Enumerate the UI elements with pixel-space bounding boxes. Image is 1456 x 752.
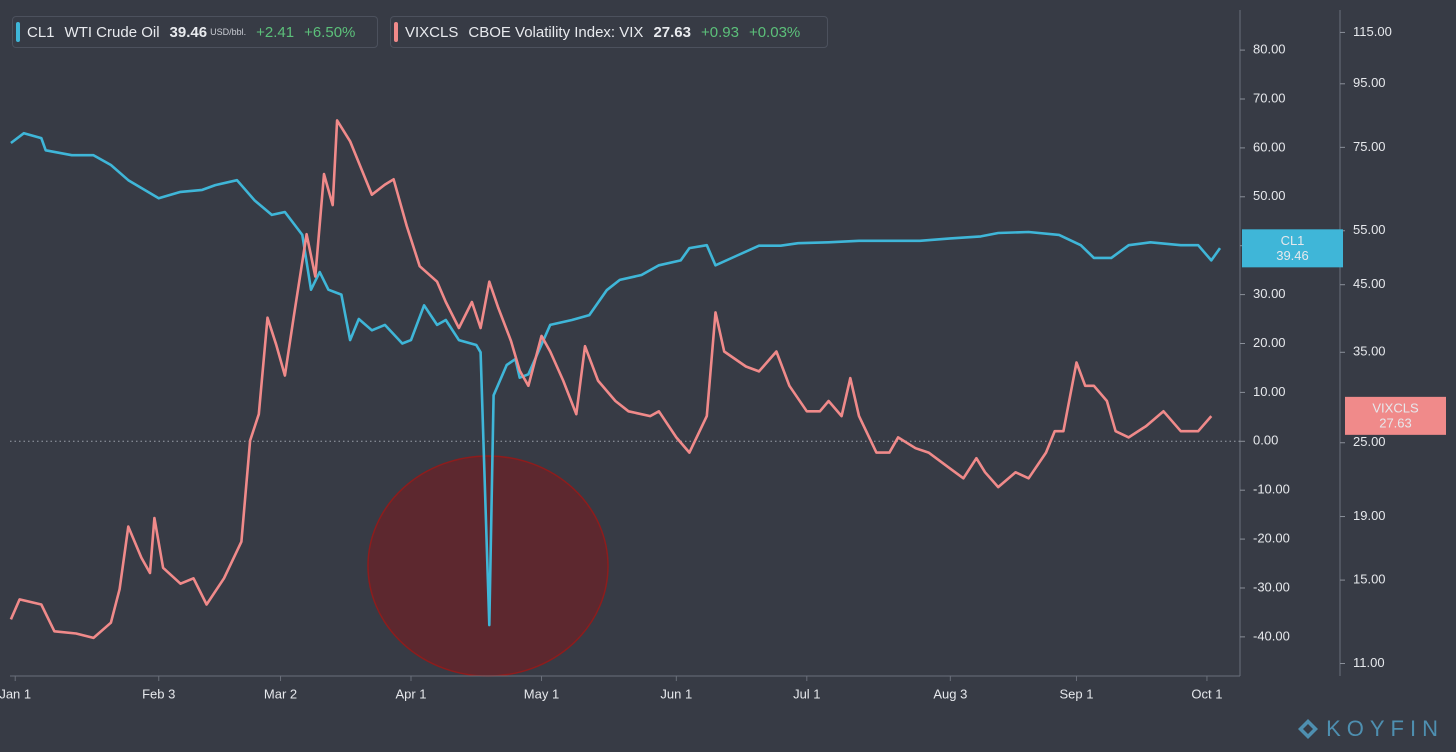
logo-icon	[1298, 719, 1319, 739]
y2-tick-label: 45.00	[1353, 276, 1386, 291]
x-tick-label: May 1	[524, 686, 559, 701]
x-tick-label: Jun 1	[660, 686, 692, 701]
y2-tick-label: 55.00	[1353, 222, 1386, 237]
price-tag-name: CL1	[1281, 233, 1305, 248]
x-tick-label: Aug 3	[933, 686, 967, 701]
y-tick-label: 30.00	[1253, 286, 1286, 301]
y-tick-label: 70.00	[1253, 90, 1286, 105]
series-line	[9, 119, 1213, 640]
price-tag	[1242, 229, 1343, 268]
y-tick-label: 60.00	[1253, 139, 1286, 154]
price-tag-value: 39.46	[1276, 248, 1309, 263]
y2-tick-label: 115.00	[1353, 24, 1392, 39]
y-tick-label: 20.00	[1253, 335, 1286, 350]
y-tick-label: -40.00	[1253, 628, 1290, 643]
y-tick-label: 10.00	[1253, 384, 1286, 399]
x-tick-label: Oct 1	[1191, 686, 1222, 701]
x-tick-label: Jul 1	[793, 686, 820, 701]
price-tag	[1345, 396, 1446, 435]
logo-text: KOYFIN	[1326, 716, 1444, 741]
y2-tick-label: 15.00	[1353, 572, 1386, 587]
legend-change-pct: +0.03%	[748, 23, 801, 41]
price-tag-name: VIXCLS	[1372, 400, 1419, 415]
x-tick-label: Mar 2	[264, 686, 297, 701]
x-tick-label: Feb 3	[142, 686, 175, 701]
y2-tick-label: 11.00	[1353, 655, 1385, 670]
price-tag-value: 27.63	[1379, 415, 1412, 430]
legend-description: WTI Crude Oil	[64, 23, 160, 41]
y-tick-label: 80.00	[1253, 42, 1286, 57]
legend-last: 39.46	[169, 23, 208, 41]
legend-symbol: VIXCLS	[405, 23, 459, 41]
legend-unit: USD/bbl.	[210, 27, 247, 37]
x-tick-label: Sep 1	[1059, 686, 1093, 701]
y-tick-label: -30.00	[1253, 579, 1290, 594]
legend-swatch	[394, 22, 398, 42]
legend-change-pct: +6.50%	[304, 23, 356, 41]
y2-tick-label: 75.00	[1353, 139, 1386, 154]
x-tick-label: Apr 1	[395, 686, 426, 701]
legend-last: 27.63	[653, 23, 691, 41]
y2-tick-label: 25.00	[1353, 434, 1386, 449]
legend-change: +2.41	[256, 23, 295, 41]
logo: KOYFIN	[1296, 716, 1444, 742]
y-tick-label: 50.00	[1253, 188, 1286, 203]
legend-symbol: CL1	[27, 23, 55, 41]
y-tick-label: -10.00	[1253, 482, 1290, 497]
y2-tick-label: 35.00	[1353, 344, 1386, 359]
legend-cl1: CL1 WTI Crude Oil 39.46 USD/bbl. +2.41 +…	[12, 16, 378, 48]
y-tick-label: -20.00	[1253, 531, 1290, 546]
x-tick-label: Jan 1	[0, 686, 31, 701]
y2-tick-label: 95.00	[1353, 75, 1386, 90]
legend-description: CBOE Volatility Index: VIX	[468, 23, 644, 41]
y-tick-label: 0.00	[1253, 433, 1278, 448]
series-line	[10, 131, 1222, 627]
legend-change: +0.93	[700, 23, 739, 41]
legend-vix: VIXCLS CBOE Volatility Index: VIX 27.63 …	[390, 16, 828, 48]
legend-swatch	[16, 22, 20, 42]
y2-tick-label: 19.00	[1353, 508, 1386, 523]
